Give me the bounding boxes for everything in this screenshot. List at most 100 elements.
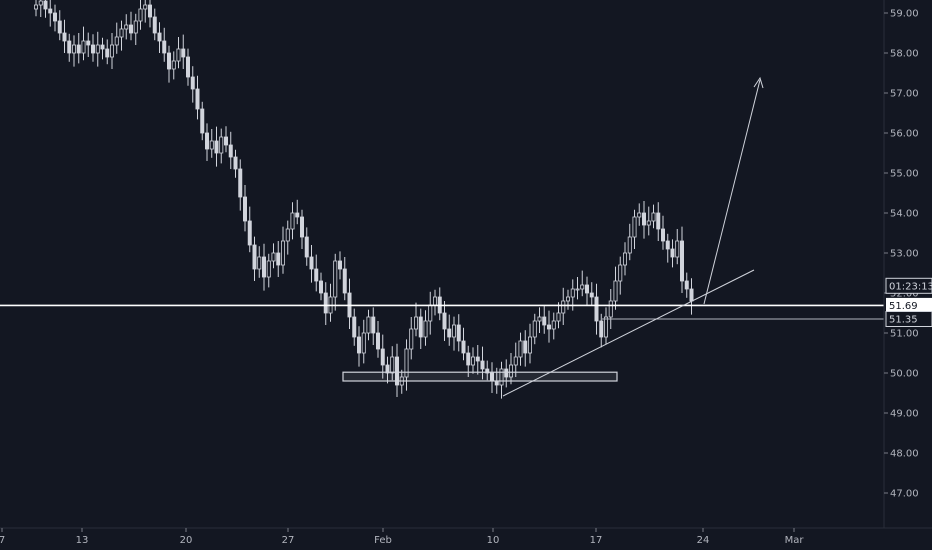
candle-body [233,156,238,170]
price-badges: 01:23:13 51.69 51.35 [885,277,932,327]
candle-body [352,316,357,338]
candle-body [252,244,257,270]
support-zone-box [342,371,618,382]
drawing-overlays [0,76,884,397]
candle-body [257,256,262,270]
candle-body [380,348,385,366]
candle-body [528,336,533,354]
candle-body [513,356,518,366]
candle-body [361,332,366,354]
candle-body [623,252,628,266]
candle-body [375,332,380,350]
candle-body [428,304,433,322]
candle-body [470,356,475,366]
candle-body [632,216,637,238]
candle-body [57,20,62,34]
candle-body [114,36,119,46]
candle-body [580,284,585,290]
candle-body [38,0,43,6]
candle-body [518,340,523,358]
trend-line [502,269,755,397]
candle-body [689,288,694,302]
candle-body [385,364,390,374]
candle-body [143,4,148,10]
price-tick-label: 53.00 [890,249,919,260]
candle-body [642,212,647,226]
candle-series [34,0,694,399]
price-badge-text: 51.69 [889,301,918,312]
candle-body [67,40,72,54]
candle-body [680,240,685,282]
candle-body [461,340,466,354]
candle-body [608,300,613,318]
candle-body [209,140,214,150]
time-tick-label: Mar [785,535,805,546]
arrow-head-icon [753,76,764,89]
candle-body [404,348,409,378]
price-axis[interactable]: 59.00 58.00 57.00 56.00 55.00 54.00 53.00 52.00… [884,9,919,500]
time-tick-label: 20 [180,535,193,546]
candle-body [456,324,461,342]
candle-body [637,212,642,218]
candle-body [110,44,115,58]
candle-body [589,292,594,298]
candle-body [542,316,547,326]
price-badge [885,277,932,294]
candle-body [276,252,281,266]
candle-body [390,356,395,374]
price-tick-label: 56.00 [890,129,919,140]
time-tick-label: 24 [697,535,710,546]
candle-body [418,316,423,338]
candle-body [181,48,186,58]
candle-body [86,40,91,46]
candle-body [266,260,271,278]
candle-body [157,32,162,42]
projection-arrow-line [703,79,761,305]
candle-body [646,220,651,226]
candle-body [570,288,575,298]
candle-body [547,324,552,330]
candle-body [304,236,309,258]
candle-body [247,220,252,246]
time-axis[interactable]: 7 13 20 27 Feb 10 17 24 Mar [0,528,804,546]
candle-body [152,16,157,34]
price-tick-label: 51.00 [890,329,919,340]
candle-body [475,356,480,362]
candle-body [342,268,347,294]
candle-body [214,140,219,154]
candle-body [228,144,233,158]
price-badge [885,311,932,327]
candle-body [261,256,266,278]
price-tick-label: 58.00 [890,49,919,60]
candle-body [105,48,110,58]
candle-body [413,316,418,330]
candle-body [299,216,304,238]
time-tick-label: 27 [282,535,295,546]
candle-body [100,44,105,50]
candle-body [147,4,152,18]
price-tick-label: 49.00 [890,409,919,420]
candle-body [675,240,680,258]
time-tick-label: 17 [590,535,603,546]
candle-body [451,324,456,338]
candle-body [280,240,285,266]
candle-body [480,360,485,370]
candle-body [599,320,604,338]
candle-body [613,280,618,302]
candle-body [604,316,609,338]
candle-body [499,368,504,386]
candle-body [195,88,200,110]
candle-body [684,280,689,290]
candle-body [190,76,195,90]
candle-body [394,356,399,386]
time-tick-label: Feb [374,535,392,546]
candle-body [128,24,133,34]
candle-body [618,264,623,282]
candle-body [670,248,675,258]
candle-body [72,44,77,54]
candle-body [504,368,509,378]
candle-body [432,296,437,306]
candle-body [561,300,566,314]
candle-body [661,228,666,242]
